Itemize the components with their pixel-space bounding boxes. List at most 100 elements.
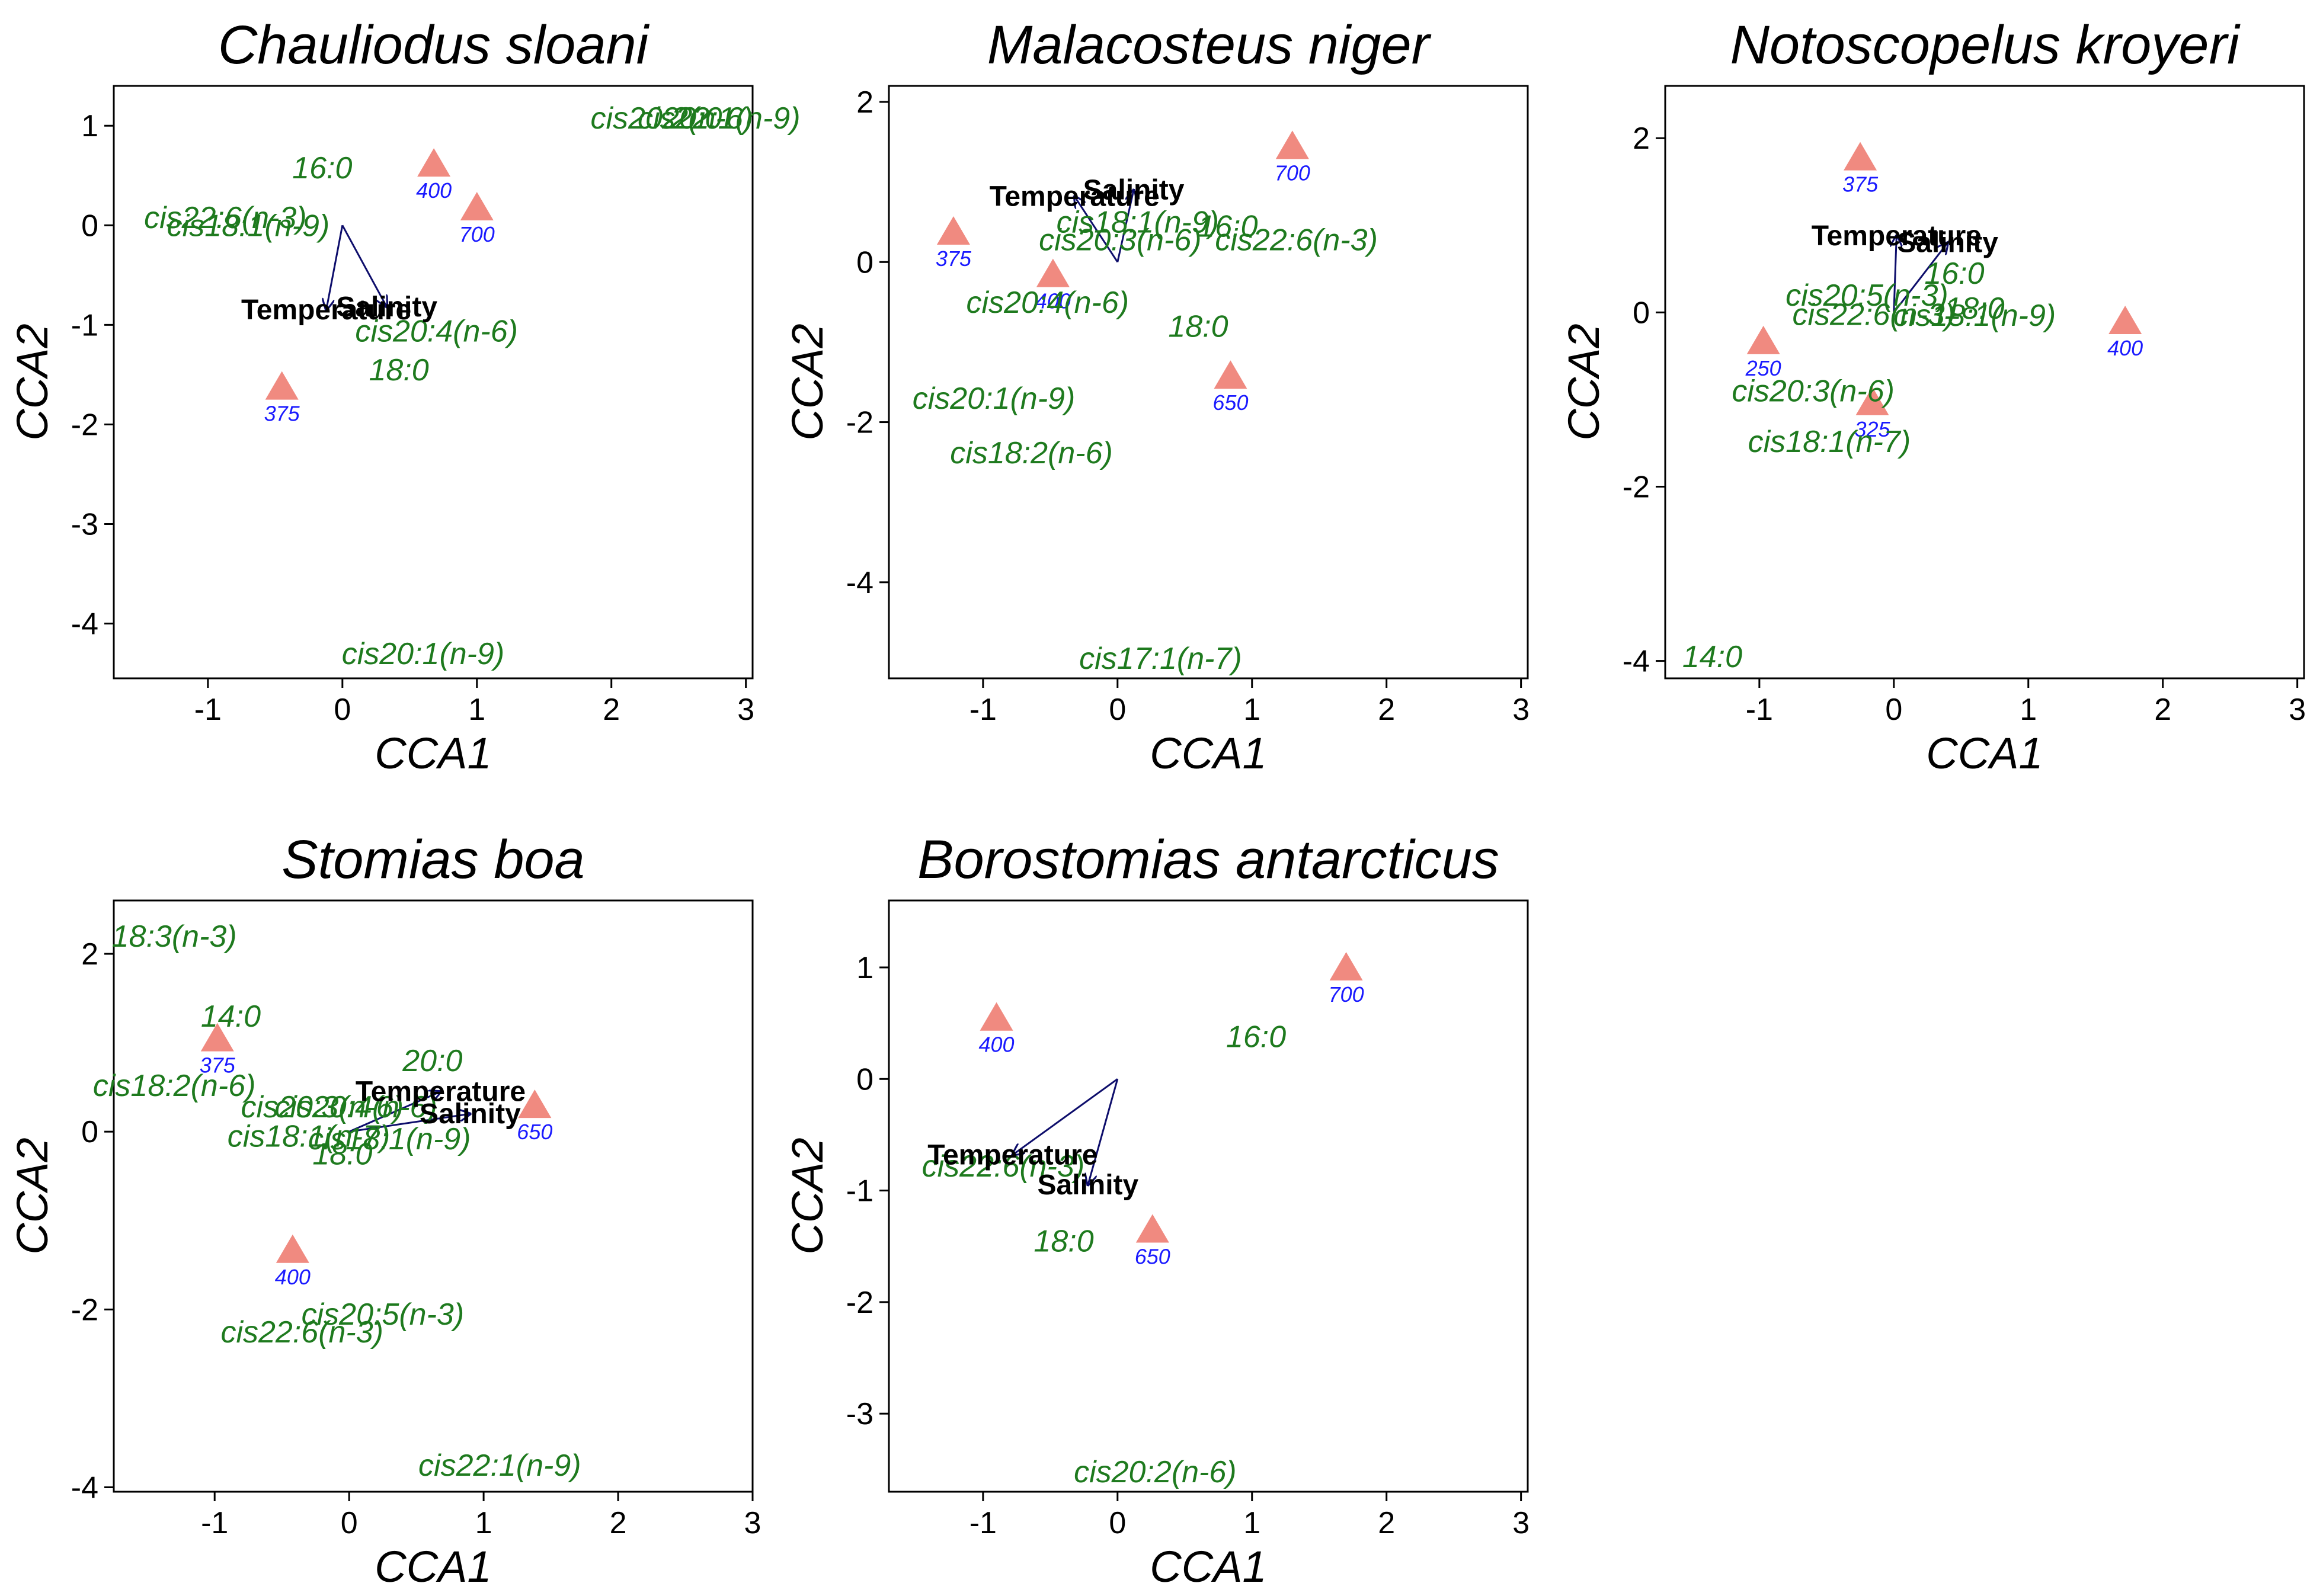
fatty-acid-label: cis20:3(n-6) [241, 1090, 404, 1124]
site-depth-label: 400 [979, 1033, 1015, 1057]
env-vector-label: Salinity [1083, 175, 1185, 206]
fatty-acid-label: 18:0 [1168, 309, 1228, 344]
x-tick-label: 1 [475, 1506, 492, 1540]
y-axis-label: CCA2 [1559, 323, 1608, 440]
y-tick-label: 2 [856, 85, 873, 120]
site-marker [460, 192, 494, 221]
fatty-acid-label: cis20:2(n-6) [591, 101, 754, 136]
site-depth-label: 650 [1212, 390, 1248, 415]
plot-frame [888, 85, 1529, 680]
x-tick-label: 0 [1109, 1506, 1126, 1540]
x-axis-label: CCA1 [1150, 729, 1266, 778]
fatty-acid-label: cis20:3(n-6) [1039, 223, 1202, 257]
y-tick-label: -1 [71, 308, 98, 342]
env-vector-arrow [348, 1114, 470, 1133]
plot-frame [113, 85, 754, 680]
env-vector-arrow [341, 225, 387, 307]
fatty-acid-label: cis22:1(n-9) [418, 1448, 581, 1483]
y-axis-label: CCA2 [8, 323, 57, 440]
fatty-acid-label: cis18:1(n-9) [1057, 206, 1220, 240]
fatty-acid-label: cis20:1(n-9) [913, 382, 1076, 416]
plot-frame [888, 899, 1529, 1493]
plot-frame [1664, 85, 2305, 680]
x-axis-label: CCA1 [375, 729, 491, 778]
fatty-acid-label: 18:3(n-3) [112, 919, 237, 954]
fatty-acid-label: cis20:3(n-6) [1732, 374, 1895, 409]
env-vector-label: Temperature [990, 181, 1160, 212]
site-marker [417, 148, 451, 177]
y-tick-label: -2 [846, 1286, 873, 1320]
fatty-acid-label: cis22:6(n-3) [220, 1315, 383, 1350]
fatty-acid-label: cis18:2(n-6) [950, 436, 1113, 470]
x-tick-label: 3 [1512, 693, 1530, 727]
fatty-acid-label: cis18:1(n-9) [1893, 299, 2056, 333]
fatty-acid-label: 16:0 [1924, 257, 1984, 291]
env-vector-arrow [1893, 243, 1948, 313]
y-tick-label: -2 [846, 406, 873, 440]
site-depth-label: 650 [517, 1120, 552, 1144]
y-tick-label: -4 [71, 1470, 98, 1505]
x-tick-label: 2 [2154, 693, 2171, 727]
x-tick-label: 1 [1243, 1506, 1260, 1540]
x-tick-label: 0 [341, 1506, 358, 1540]
site-depth-label: 375 [200, 1053, 236, 1078]
panel-title: Notoscopelus kroyeri [1730, 15, 2241, 75]
site-depth-label: 250 [1745, 356, 1781, 380]
panel-notoscopelus-kroyeri: Notoscopelus kroyeri -1 0 1 2 3 -4 -2 0 2 CCA1 CCA2… [1559, 15, 2306, 778]
x-tick-label: 2 [610, 1506, 627, 1540]
site-marker [265, 371, 299, 400]
y-tick-label: -2 [71, 1293, 98, 1327]
site-depth-label: 375 [936, 246, 972, 271]
site-marker [518, 1089, 552, 1119]
x-tick-label: 1 [1243, 693, 1260, 727]
site-depth-label: 400 [275, 1265, 311, 1289]
y-tick-label: -4 [846, 566, 873, 600]
y-tick-label: -3 [846, 1397, 873, 1431]
site-marker [1855, 386, 1889, 415]
fatty-acid-label: cis22:6(n-3) [1792, 297, 1955, 332]
site-marker [980, 1002, 1013, 1031]
panel-stomias-boa: Stomias boa -1 0 1 2 3 -4 -2 0 2 CCA1 CCA2 375 650 400… [8, 829, 761, 1591]
env-vector-label: Salinity [1897, 227, 1998, 259]
site-depth-label: 400 [1035, 289, 1071, 313]
x-tick-label: 2 [1378, 1506, 1395, 1540]
x-tick-label: 3 [1512, 1506, 1530, 1540]
x-tick-label: -1 [194, 693, 222, 727]
fatty-acid-label: cis22:6(n-3) [144, 201, 307, 235]
x-tick-label: 0 [1109, 693, 1126, 727]
x-tick-label: 2 [1378, 693, 1395, 727]
x-tick-label: 3 [2289, 693, 2306, 727]
fatty-acid-label: cis18:1(n-7) [228, 1120, 391, 1154]
x-tick-label: 2 [603, 693, 620, 727]
panel-title: Malacosteus niger [987, 15, 1432, 75]
x-tick-label: -1 [969, 1506, 997, 1540]
site-marker [1036, 258, 1070, 287]
site-depth-label: 400 [2107, 336, 2143, 360]
plot-frame [113, 899, 754, 1493]
x-tick-label: -1 [201, 1506, 228, 1540]
env-vector-arrow [1074, 196, 1119, 263]
fatty-acid-label: 18:0 [369, 353, 429, 387]
y-tick-label: -2 [1623, 470, 1650, 504]
fatty-acid-label: 14:0 [201, 999, 261, 1034]
y-tick-label: 1 [856, 951, 873, 985]
site-marker [1135, 1214, 1169, 1243]
fatty-acid-label: 18:0 [312, 1137, 372, 1172]
x-axis-label: CCA1 [1926, 729, 2043, 778]
env-vector-label: Salinity [336, 291, 437, 323]
x-axis-label: CCA1 [375, 1542, 491, 1591]
env-vector-arrow [1013, 1078, 1118, 1155]
y-axis-label: CCA2 [783, 323, 832, 440]
x-tick-label: -1 [1746, 693, 1773, 727]
fatty-acid-label: 20:0 [661, 101, 722, 136]
fatty-acid-label: 16:0 [1198, 209, 1258, 243]
y-tick-label: -3 [71, 507, 98, 541]
site-depth-label: 700 [1329, 982, 1364, 1007]
fatty-acid-label: 18:0 [1033, 1224, 1093, 1258]
y-tick-label: -1 [846, 1174, 873, 1209]
fatty-acid-label: cis20:4(n-6) [967, 286, 1129, 320]
fatty-acid-label: cis22:6(n-3) [1215, 223, 1378, 257]
site-marker [936, 216, 970, 245]
env-vector-label: Salinity [1038, 1169, 1139, 1201]
